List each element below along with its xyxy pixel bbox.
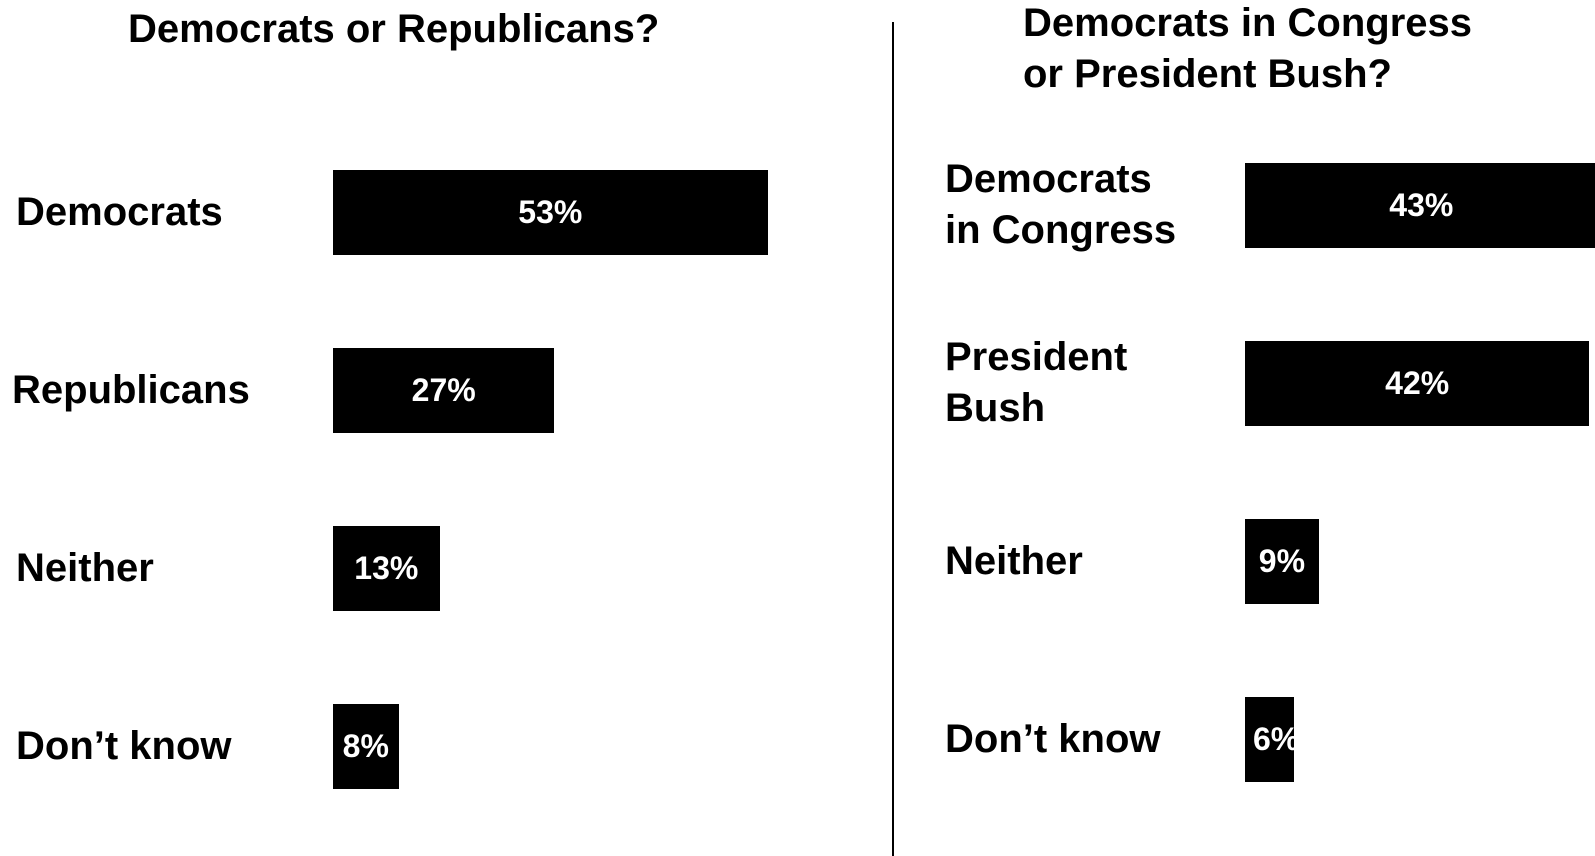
category-label: Don’t know [945, 716, 1161, 761]
bar-value-label: 9% [1258, 543, 1306, 579]
bar [1245, 163, 1595, 248]
bar-value-label: 43% [1389, 187, 1454, 223]
bar-value-label: 13% [354, 550, 419, 586]
category-label: Don’t know [16, 723, 232, 768]
bar [1245, 519, 1319, 604]
category-label: Democrats [16, 189, 223, 234]
bar [1245, 697, 1295, 782]
bar-value-label: 8% [342, 728, 389, 764]
category-label: President Bush [945, 335, 1128, 430]
left-chart: Democrats or Republicans? Democrats 53% Re… [12, 7, 768, 789]
bar-value-label: 42% [1385, 365, 1450, 401]
right-chart-title: Democrats in Congress or President Bush? [1023, 1, 1473, 96]
panel-divider [892, 22, 894, 856]
bar [333, 170, 768, 255]
category-label: Republicans [12, 367, 250, 412]
left-chart-title: Democrats or Republicans? [128, 7, 660, 51]
right-chart: Democrats in Congress or President Bush?… [893, 0, 1595, 856]
bar [333, 526, 440, 611]
bar-value-label: 27% [411, 372, 476, 408]
category-label: Neither [945, 538, 1083, 583]
bar-value-label: 53% [518, 194, 583, 230]
bar [333, 704, 399, 789]
bar-value-label: 6% [1253, 721, 1300, 757]
category-label: Democrats in Congress [945, 157, 1177, 252]
category-label: Neither [16, 545, 154, 590]
bar [333, 348, 555, 433]
bar [1245, 341, 1590, 426]
